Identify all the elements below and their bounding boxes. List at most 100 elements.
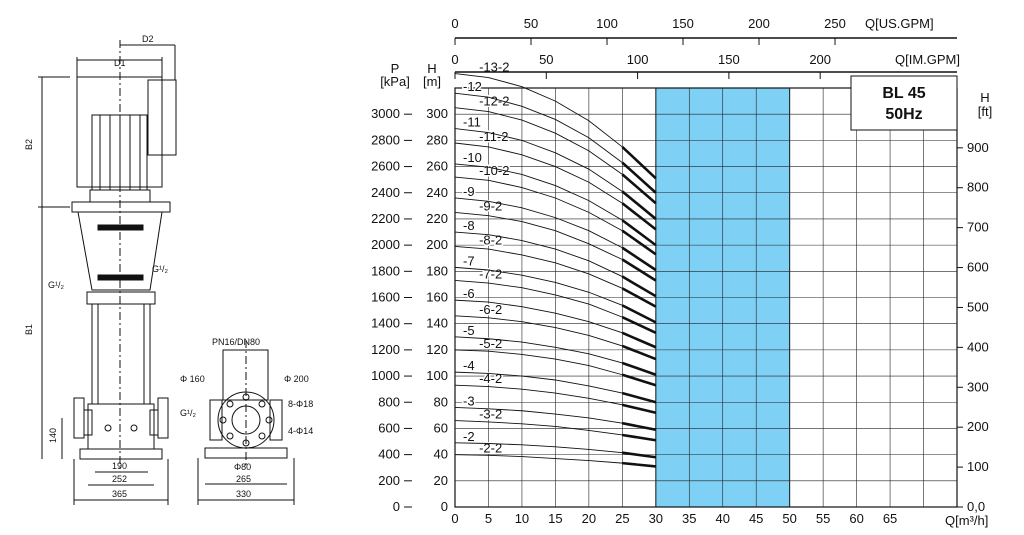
y-tick-ft: 400 [967, 339, 989, 354]
y-tick-ft: 0,0 [967, 499, 985, 514]
curve-thin [454, 245, 623, 289]
curve-thin [454, 384, 623, 406]
x-tick-label: 65 [883, 511, 897, 526]
imgpm-tick: 50 [539, 52, 553, 67]
x-tick-label: 50 [782, 511, 796, 526]
curve-operating [621, 219, 657, 247]
y-tick-kpa: 600 [378, 420, 400, 435]
curve-operating [621, 287, 657, 308]
curve-operating [622, 451, 656, 459]
y-tick-kpa: 3000 [371, 106, 400, 121]
y-tick-m: 160 [426, 290, 448, 305]
y-tick-m: 0 [441, 499, 448, 514]
curve-thin [454, 73, 623, 148]
x-label-m3h: Q[m³/h] [945, 513, 988, 528]
y-unit-m: [m] [423, 74, 441, 89]
thread-flange-label: G¹/₂ [180, 408, 196, 418]
curve-label: -5 [463, 323, 475, 338]
x-tick-label: 20 [582, 511, 596, 526]
curve-operating [622, 403, 657, 414]
y-tick-kpa: 200 [378, 473, 400, 488]
x-tick-label: 10 [515, 511, 529, 526]
chart-subtitle: 50Hz [885, 106, 922, 123]
x-tick-label: 60 [849, 511, 863, 526]
usgpm-tick: 200 [748, 16, 770, 31]
y-tick-ft: 200 [967, 419, 989, 434]
curve-thin [454, 197, 623, 249]
chart-curves: -2-2-2-3-2-3-4-2-4-5-2-5-6-2-6-7-2-7-8-2… [454, 58, 657, 468]
curve-label: -8 [463, 218, 475, 233]
dim-d2: D2 [142, 34, 154, 44]
curve-operating [621, 315, 657, 335]
y-tick-kpa: 800 [378, 394, 400, 409]
curve-thin [454, 142, 623, 204]
chart-title: BL 45 [882, 85, 925, 102]
usgpm-tick: 150 [672, 16, 694, 31]
x-label-imgpm: Q[IM.GPM] [895, 52, 960, 67]
curve-label: -2-2 [479, 441, 502, 456]
curve-thin [454, 163, 623, 221]
curve-thin [454, 176, 623, 232]
terminal-box [147, 79, 177, 156]
y-tick-kpa: 1400 [371, 316, 400, 331]
curve-operating [621, 344, 657, 361]
curve-label: -6-2 [479, 302, 502, 317]
y-tick-m: 140 [426, 316, 448, 331]
x-tick-label: 45 [749, 511, 763, 526]
y-tick-m: 100 [426, 368, 448, 383]
y-tick-kpa: 400 [378, 447, 400, 462]
y-tick-kpa: 2600 [371, 159, 400, 174]
y-tick-kpa: 0 [393, 499, 400, 514]
pump-dimension-drawing: D1 D2 B2 B1 140 G¹/₂ G¹/₂ 190 252 365 PN… [24, 34, 313, 505]
curve-operating [621, 161, 657, 194]
curve-operating [621, 373, 657, 387]
dim-330: 330 [236, 489, 251, 499]
x-tick-label: 35 [682, 511, 696, 526]
y-tick-kpa: 2200 [371, 211, 400, 226]
x-tick-label: 5 [485, 511, 492, 526]
curve-thin [454, 299, 623, 334]
y-tick-kpa: 1200 [371, 342, 400, 357]
curve-operating [621, 361, 657, 376]
curve-thin [454, 420, 623, 436]
curve-operating [621, 173, 657, 205]
legend-box [850, 75, 958, 131]
y-tick-m: 40 [434, 447, 448, 462]
usgpm-tick: 50 [524, 16, 538, 31]
dim-phi160: Φ 160 [180, 374, 205, 384]
curve-thin [454, 349, 623, 376]
curve-thin [454, 315, 623, 347]
curve-operating [621, 190, 657, 220]
curve-label: -11 [463, 115, 481, 130]
curve-thin [454, 107, 623, 175]
y-tick-kpa: 2800 [371, 132, 400, 147]
curve-label: -12-2 [479, 94, 509, 109]
y-tick-ft: 800 [967, 180, 989, 195]
y-unit-kpa: [kPa] [380, 74, 410, 89]
y-unit-ft: [ft] [978, 104, 992, 119]
y-tick-kpa: 1000 [371, 368, 400, 383]
curve-operating [622, 421, 657, 432]
curve-operating [621, 246, 657, 272]
y-tick-ft: 300 [967, 379, 989, 394]
curve-thin [454, 266, 623, 306]
chart-axes: 0 5 10 15 20 25 30 35 40 45 50 55 60 65 0 20 40 60 80 100 12… [371, 16, 989, 526]
imgpm-tick: 0 [451, 52, 458, 67]
curve-operating [621, 391, 657, 404]
y-label-m: H [427, 61, 436, 76]
y-tick-ft: 900 [967, 140, 989, 155]
curve-operating [621, 229, 657, 256]
curve-operating [621, 145, 657, 180]
usgpm-tick: 250 [824, 16, 846, 31]
curve-label: -4 [463, 358, 475, 373]
dim-265: 265 [236, 474, 251, 484]
curve-thin [454, 92, 623, 163]
y-tick-m: 240 [426, 185, 448, 200]
x-label-usgpm: Q[US.GPM] [865, 16, 934, 31]
y-tick-m: 120 [426, 342, 448, 357]
curve-label: -4-2 [479, 371, 502, 386]
curve-label: -9-2 [479, 198, 502, 213]
y-tick-ft: 100 [967, 459, 989, 474]
y-tick-ft: 700 [967, 220, 989, 235]
